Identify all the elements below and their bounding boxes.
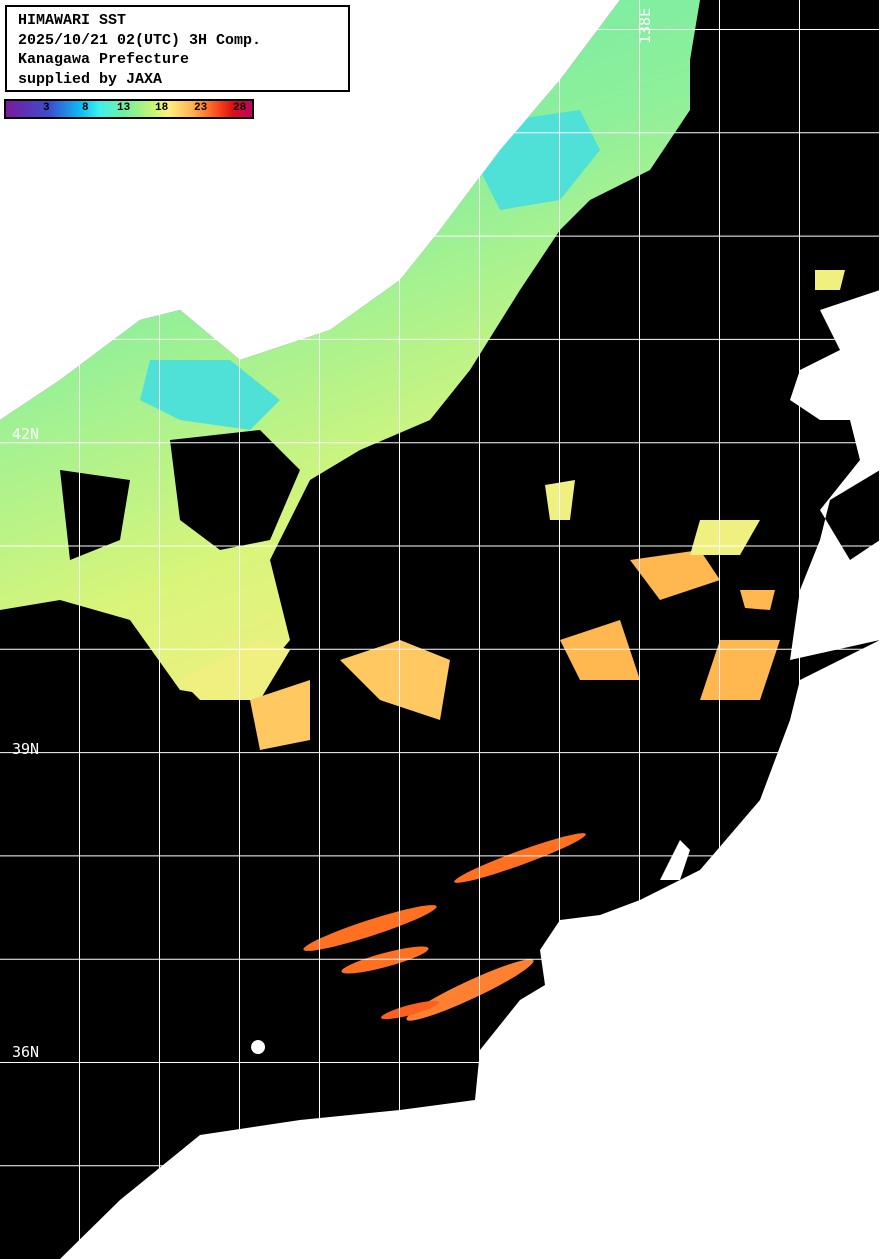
sst-warm-patch xyxy=(740,590,775,610)
temperature-colorbar: 3 8 13 18 23 28 xyxy=(4,99,254,119)
lon-label-138e: 138E xyxy=(636,7,654,44)
title-line: 2025/10/21 02(UTC) 3H Comp. xyxy=(18,31,262,49)
title-line: Kanagawa Prefecture xyxy=(18,51,190,68)
land-sado-island xyxy=(660,840,690,880)
sst-streak xyxy=(341,946,429,974)
no-data xyxy=(60,470,130,560)
no-data xyxy=(170,430,300,550)
sst-streak xyxy=(406,959,534,1021)
lat-label-42n: 42N xyxy=(12,425,40,443)
colorbar-label: 23 xyxy=(194,102,208,114)
sst-cyan-patch xyxy=(140,360,280,430)
sst-warm-patch xyxy=(690,520,760,555)
sst-streak xyxy=(380,1000,440,1020)
colorbar-label: 8 xyxy=(82,102,89,114)
sst-warm-patch xyxy=(815,270,845,290)
land-honshu xyxy=(60,640,880,1259)
title-box: HIMAWARI SST 2025/10/21 02(UTC) 3H Comp.… xyxy=(5,5,350,92)
sst-streak xyxy=(303,905,437,951)
title-line: HIMAWARI SST xyxy=(18,12,127,29)
no-data xyxy=(560,210,700,400)
sst-warm-patch xyxy=(250,680,310,750)
lat-label-39n: 39N xyxy=(12,740,40,758)
sst-warm-patch xyxy=(560,620,640,680)
sst-warm-patch xyxy=(180,640,290,700)
sst-streak xyxy=(454,833,586,883)
colorbar-label: 28 xyxy=(233,102,247,114)
sst-warm-patch xyxy=(630,550,720,600)
land-northeast xyxy=(790,290,880,660)
title-line: supplied by JAXA xyxy=(18,70,163,88)
lat-label-36n: 36N xyxy=(12,1043,40,1061)
colorbar-label: 18 xyxy=(155,102,169,114)
land-oki-island xyxy=(251,1040,266,1054)
sst-warm-patch xyxy=(340,640,450,720)
colorbar-label: 3 xyxy=(43,102,50,114)
colorbar-label: 13 xyxy=(117,102,131,114)
